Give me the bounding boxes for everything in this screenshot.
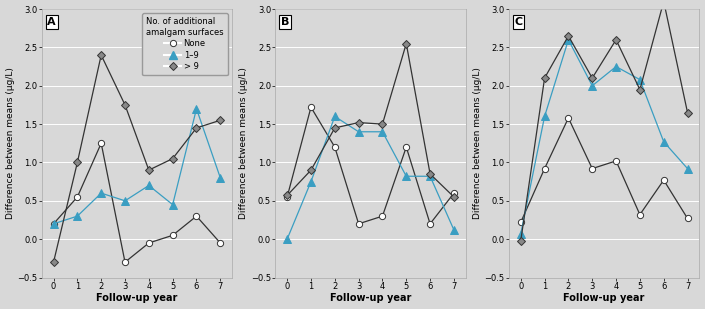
X-axis label: Follow-up year: Follow-up year xyxy=(97,294,178,303)
Text: B: B xyxy=(281,17,289,27)
X-axis label: Follow-up year: Follow-up year xyxy=(330,294,411,303)
Y-axis label: Difference between means (μg/L): Difference between means (μg/L) xyxy=(6,67,15,219)
Y-axis label: Difference between means (μg/L): Difference between means (μg/L) xyxy=(239,67,248,219)
Y-axis label: Difference between means (μg/L): Difference between means (μg/L) xyxy=(473,67,482,219)
X-axis label: Follow-up year: Follow-up year xyxy=(563,294,645,303)
Text: A: A xyxy=(47,17,56,27)
Legend: None, 1–9, > 9: None, 1–9, > 9 xyxy=(142,13,228,75)
Text: C: C xyxy=(515,17,522,27)
